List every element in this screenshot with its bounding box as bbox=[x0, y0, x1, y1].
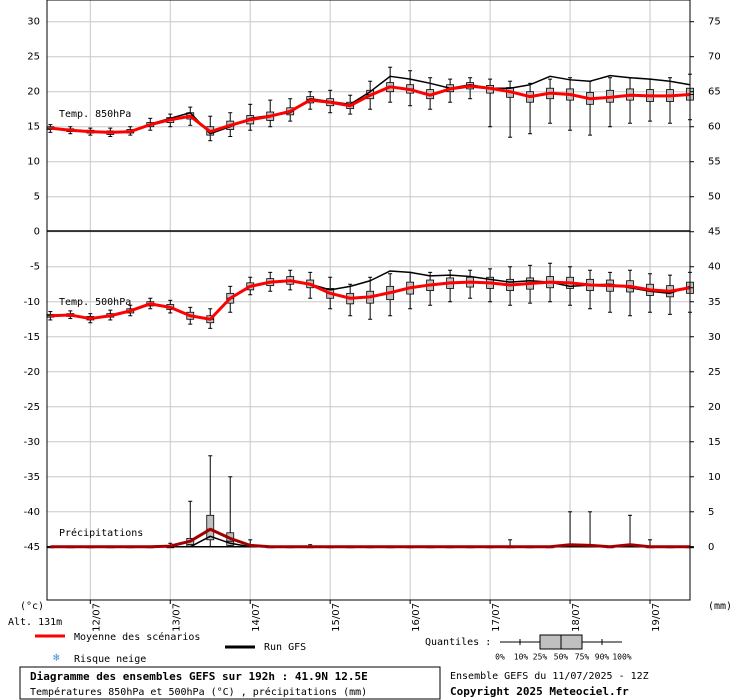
y2-tick-label: 40 bbox=[708, 262, 721, 273]
quantile-label: 75% bbox=[575, 653, 590, 662]
y-tick-label: -5 bbox=[30, 262, 40, 273]
box bbox=[206, 514, 215, 541]
y2-tick-label: 10 bbox=[708, 472, 721, 483]
y-tick-label: 30 bbox=[27, 17, 40, 28]
altitude: Alt. 131m bbox=[8, 617, 62, 628]
marks bbox=[46, 66, 694, 549]
panel-label: Précipitations bbox=[59, 527, 143, 539]
x-tick-label: 14/07 bbox=[251, 603, 262, 632]
y2-tick-label: 60 bbox=[708, 122, 721, 133]
quantile-label: 90% bbox=[595, 653, 610, 662]
y2-tick-label: 5 bbox=[708, 507, 714, 518]
y2-tick-label: 30 bbox=[708, 332, 721, 343]
y-tick-label: -45 bbox=[24, 542, 40, 553]
x-tick-label: 15/07 bbox=[331, 603, 342, 632]
x-tick-label: 12/07 bbox=[91, 603, 102, 632]
mean-line bbox=[50, 279, 691, 321]
x-tick-label: 13/07 bbox=[171, 603, 182, 632]
x-tick-label: 17/07 bbox=[491, 603, 502, 632]
quantile-label: 25% bbox=[533, 653, 548, 662]
x-tick-label: 16/07 bbox=[411, 603, 422, 632]
x-tick-label: 18/07 bbox=[571, 603, 582, 632]
subtitle: Températures 850hPa et 500hPa (°C) , pré… bbox=[30, 686, 367, 698]
legend-label: Run GFS bbox=[264, 642, 306, 653]
run-label: Ensemble GEFS du 11/07/2025 - 12Z bbox=[450, 671, 649, 682]
y2-tick-label: 0 bbox=[708, 542, 714, 553]
quantiles-icon bbox=[500, 634, 622, 650]
y2-tick-label: 55 bbox=[708, 157, 721, 168]
quantile-label: 100% bbox=[612, 653, 631, 662]
y-tick-label: -10 bbox=[24, 297, 40, 308]
y-axis-unit: (°c) bbox=[20, 601, 44, 612]
quantile-label: 10% bbox=[514, 653, 529, 662]
y2-axis-unit: (mm) bbox=[708, 601, 732, 612]
y-tick-label: -20 bbox=[24, 367, 40, 378]
y2-tick-label: 50 bbox=[708, 192, 721, 203]
legend-label: Moyenne des scénarios bbox=[74, 631, 200, 643]
quantile-label: 50% bbox=[554, 653, 569, 662]
panel-label: Temp. 500hPa bbox=[59, 297, 131, 308]
y2-tick-label: 70 bbox=[708, 52, 721, 63]
mean-line bbox=[50, 84, 691, 134]
y-tick-label: -25 bbox=[24, 402, 40, 413]
quantile-label: 0% bbox=[495, 653, 505, 662]
y-tick-label: 15 bbox=[27, 122, 40, 133]
y-tick-label: -35 bbox=[24, 472, 40, 483]
y-tick-label: -30 bbox=[24, 437, 40, 448]
copyright: Copyright 2025 Meteociel.fr bbox=[450, 685, 629, 698]
y-tick-label: 10 bbox=[27, 157, 40, 168]
y-tick-label: 5 bbox=[34, 192, 40, 203]
y-tick-label: -40 bbox=[24, 507, 40, 518]
y-tick-label: 20 bbox=[27, 87, 40, 98]
mean-line bbox=[50, 527, 690, 549]
y2-tick-label: 45 bbox=[708, 227, 721, 238]
title: Diagramme des ensembles GEFS sur 192h : … bbox=[30, 670, 368, 683]
y-tick-label: 0 bbox=[34, 227, 40, 238]
y2-tick-label: 15 bbox=[708, 437, 721, 448]
panel-label: Temp. 850hPa bbox=[59, 109, 131, 120]
quantiles-title: Quantiles : bbox=[425, 637, 491, 648]
y2-tick-label: 75 bbox=[708, 17, 721, 28]
y2-tick-label: 65 bbox=[708, 87, 721, 98]
y-tick-label: 25 bbox=[27, 52, 40, 63]
y-tick-label: -15 bbox=[24, 332, 40, 343]
info-box bbox=[19, 666, 441, 700]
legend-label: Risque neige bbox=[74, 654, 146, 665]
snow-icon: ❄ bbox=[53, 651, 60, 664]
y2-tick-label: 25 bbox=[708, 367, 721, 378]
plot-frame bbox=[46, 0, 691, 601]
y2-tick-label: 20 bbox=[708, 402, 721, 413]
quantile-labels: 0% 10% 25% 50% 75% 90% 100% bbox=[495, 653, 632, 662]
y2-tick-label: 35 bbox=[708, 297, 721, 308]
x-tick-label: 19/07 bbox=[651, 603, 662, 632]
